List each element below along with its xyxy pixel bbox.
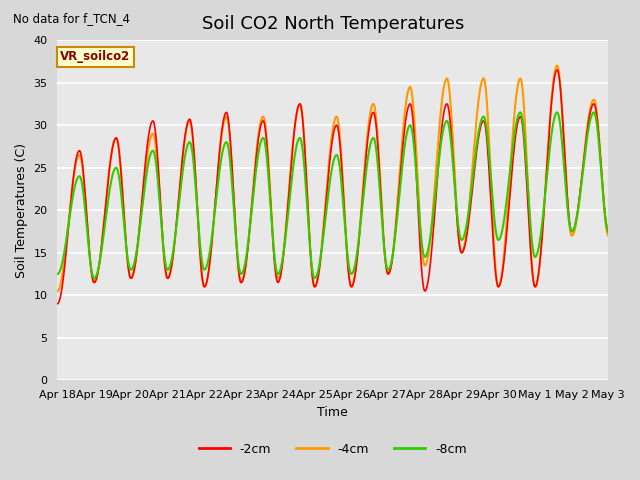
Legend: -2cm, -4cm, -8cm: -2cm, -4cm, -8cm — [194, 438, 472, 461]
X-axis label: Time: Time — [317, 406, 348, 419]
Text: No data for f_TCN_4: No data for f_TCN_4 — [13, 12, 130, 25]
Y-axis label: Soil Temperatures (C): Soil Temperatures (C) — [15, 143, 28, 278]
Text: VR_soilco2: VR_soilco2 — [60, 50, 131, 63]
Title: Soil CO2 North Temperatures: Soil CO2 North Temperatures — [202, 15, 464, 33]
